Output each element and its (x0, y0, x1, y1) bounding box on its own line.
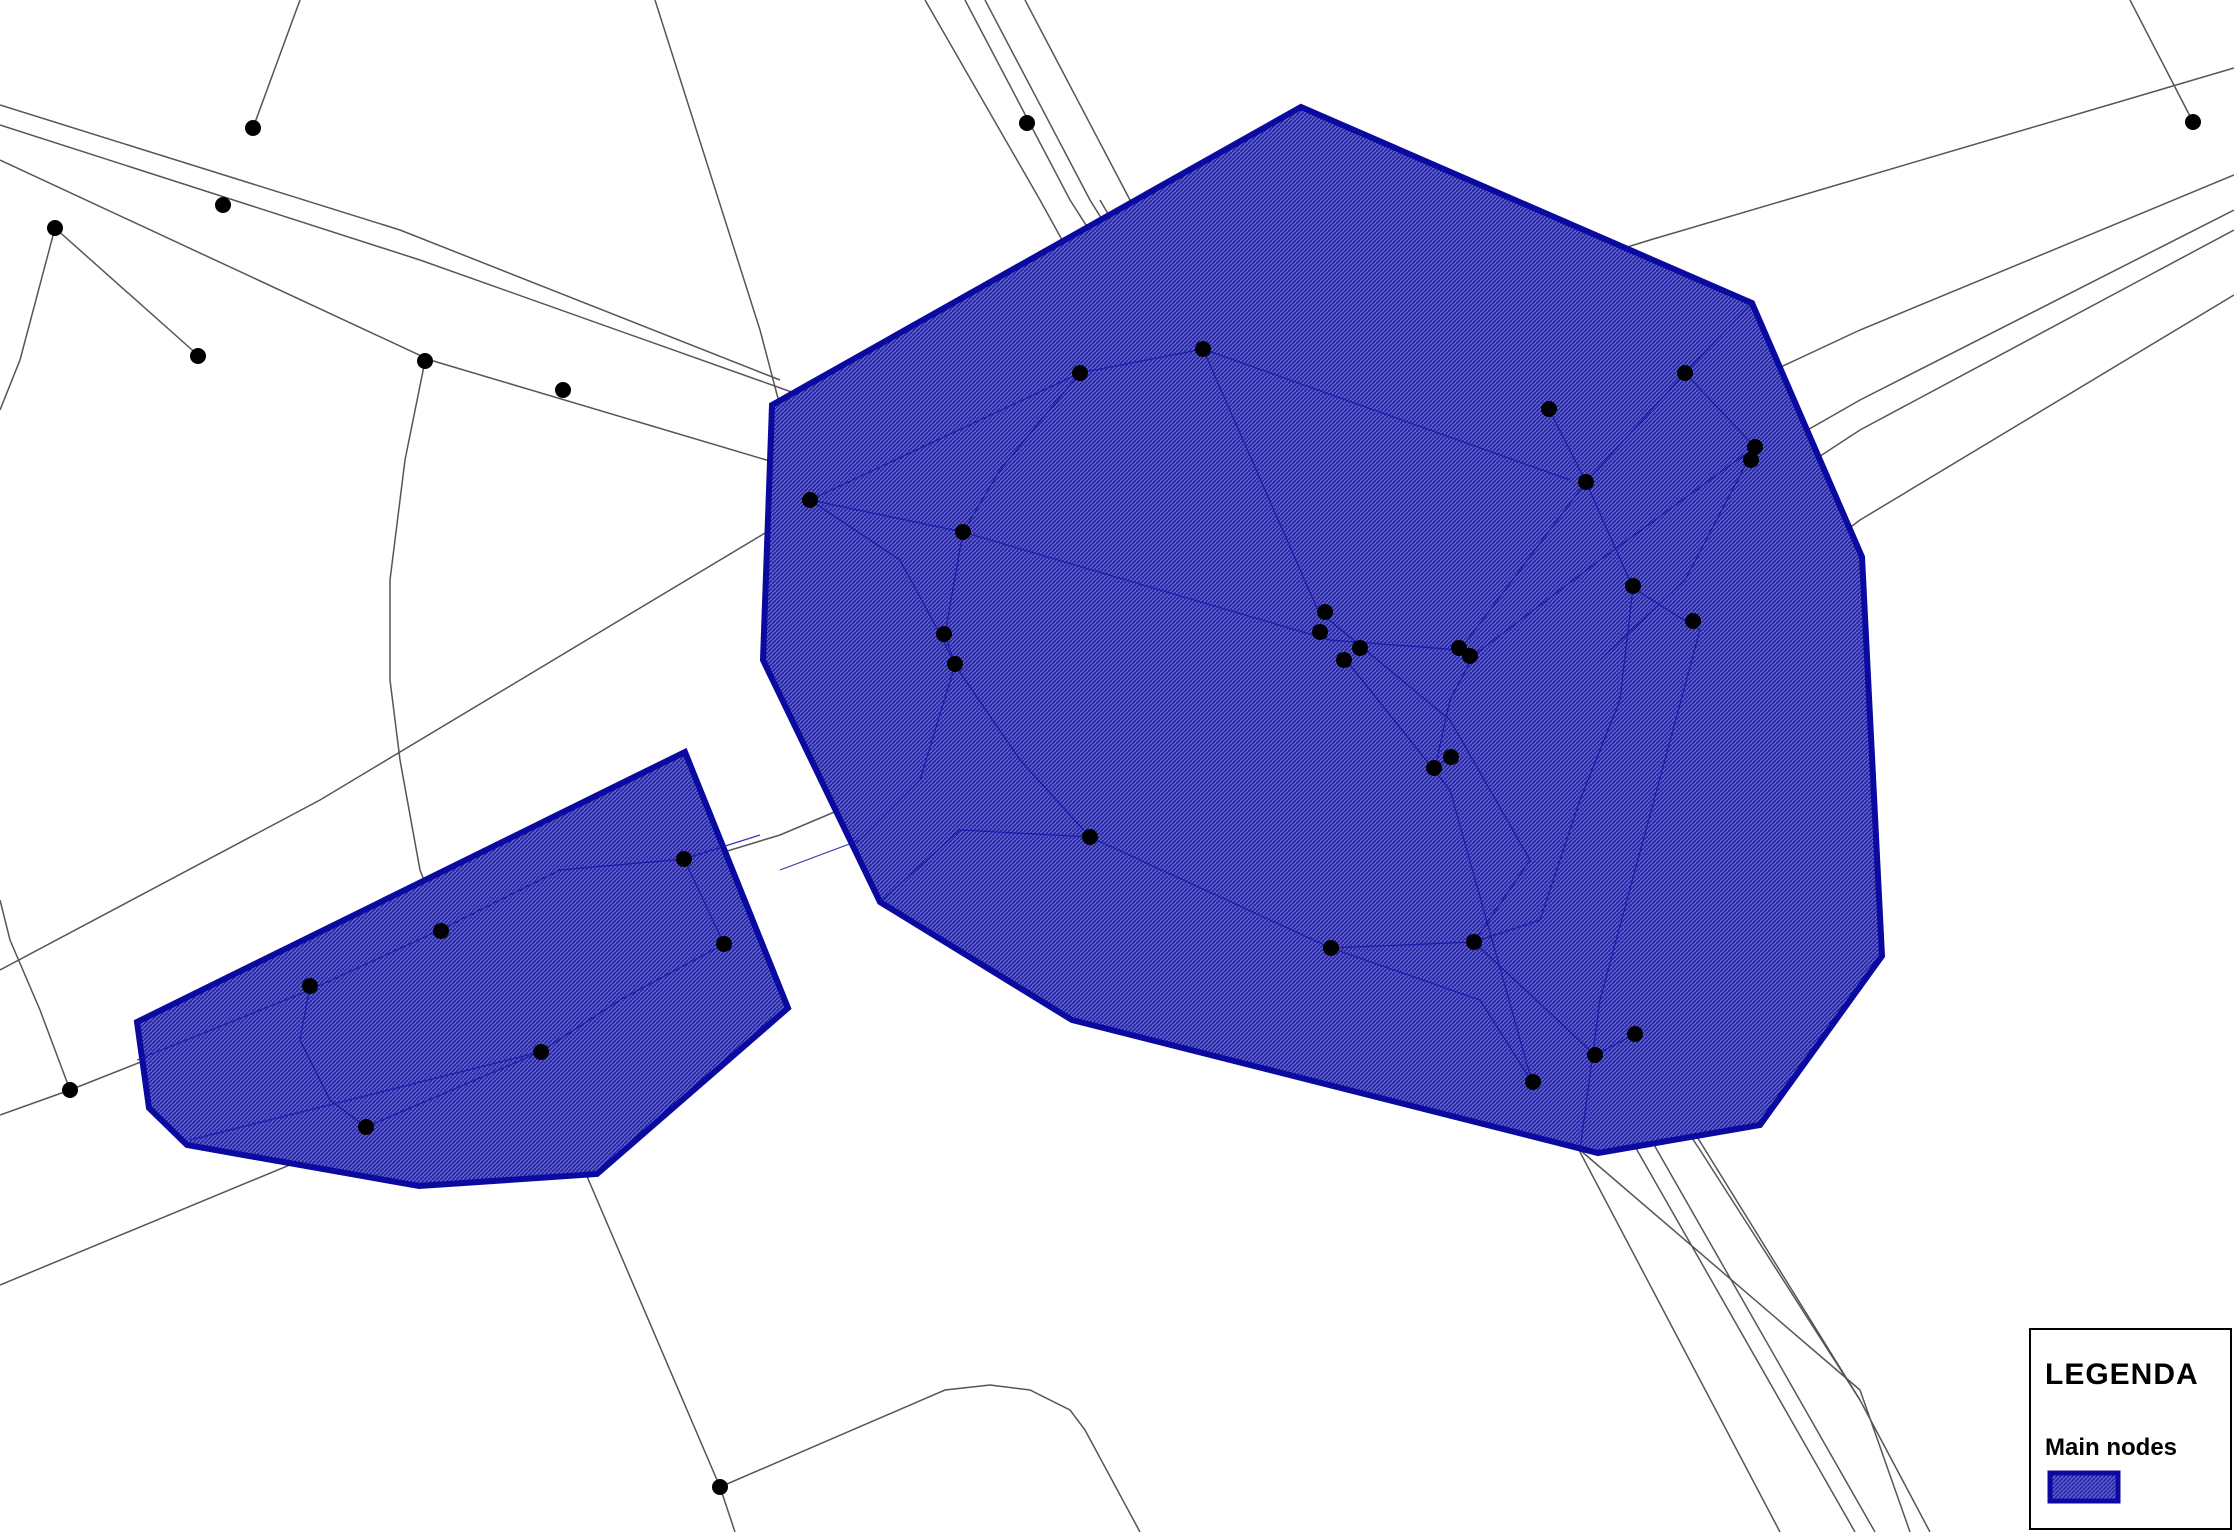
node-dot-icon[interactable] (1312, 624, 1328, 640)
node-dot-icon[interactable] (1323, 940, 1339, 956)
node-dot-icon[interactable] (936, 626, 952, 642)
road-line (0, 529, 771, 971)
node-dot-icon[interactable] (215, 197, 231, 213)
node-dot-icon[interactable] (1082, 829, 1098, 845)
node-dot-icon[interactable] (1462, 648, 1478, 664)
map-legend: LEGENDA Main nodes (2029, 1328, 2232, 1530)
node-dot-icon[interactable] (802, 492, 818, 508)
node-dot-icon[interactable] (1426, 760, 1442, 776)
node-dot-icon[interactable] (1336, 652, 1352, 668)
node-dot-icon[interactable] (1019, 115, 1035, 131)
node-dot-icon[interactable] (676, 851, 692, 867)
legend-title: LEGENDA (2045, 1358, 2199, 1391)
node-dot-icon[interactable] (2185, 114, 2201, 130)
node-dot-icon[interactable] (1466, 934, 1482, 950)
node-dot-icon[interactable] (1625, 578, 1641, 594)
node-dot-icon[interactable] (190, 348, 206, 364)
node-dot-icon[interactable] (302, 978, 318, 994)
node-dot-icon[interactable] (1352, 640, 1368, 656)
node-dot-icon[interactable] (1541, 401, 1557, 417)
node-dot-icon[interactable] (62, 1082, 78, 1098)
road-line (2129, 0, 2194, 123)
node-dot-icon[interactable] (417, 353, 433, 369)
legend-item-label: Main nodes (2045, 1434, 2178, 1461)
node-dot-icon[interactable] (1587, 1047, 1603, 1063)
internal-links (779, 302, 1756, 1151)
road-line (0, 104, 781, 381)
node-dot-icon[interactable] (1195, 341, 1211, 357)
node-dot-icon[interactable] (555, 382, 571, 398)
node-dot-icon[interactable] (1578, 474, 1594, 490)
road-line (252, 0, 301, 129)
node-dot-icon[interactable] (1443, 749, 1459, 765)
node-dot-icon[interactable] (1072, 365, 1088, 381)
main-node-area-west[interactable] (133, 747, 792, 1190)
road-line (1579, 1149, 1911, 1532)
node-dot-icon[interactable] (1747, 439, 1763, 455)
nodes (47, 114, 2201, 1495)
road-line (719, 1384, 1141, 1532)
node-dot-icon[interactable] (1525, 1074, 1541, 1090)
node-dot-icon[interactable] (1627, 1026, 1643, 1042)
node-dot-icon[interactable] (716, 936, 732, 952)
node-dot-icon[interactable] (947, 656, 963, 672)
node-dot-icon[interactable] (47, 220, 63, 236)
main-nodes-areas (133, 103, 1886, 1190)
node-dot-icon[interactable] (433, 923, 449, 939)
road-line (389, 360, 441, 921)
node-dot-icon[interactable] (245, 120, 261, 136)
node-dot-icon[interactable] (1743, 452, 1759, 468)
hatched-polygon-icon (2047, 1470, 2121, 1504)
node-dot-icon[interactable] (712, 1479, 728, 1495)
road-line (0, 227, 56, 411)
node-dot-icon[interactable] (1685, 613, 1701, 629)
node-dot-icon[interactable] (1451, 640, 1467, 656)
node-dot-icon[interactable] (1317, 604, 1333, 620)
node-dot-icon[interactable] (533, 1044, 549, 1060)
node-dot-icon[interactable] (955, 524, 971, 540)
node-dot-icon[interactable] (358, 1119, 374, 1135)
road-line (0, 899, 71, 1091)
node-dot-icon[interactable] (1677, 365, 1693, 381)
road-line (54, 227, 201, 358)
